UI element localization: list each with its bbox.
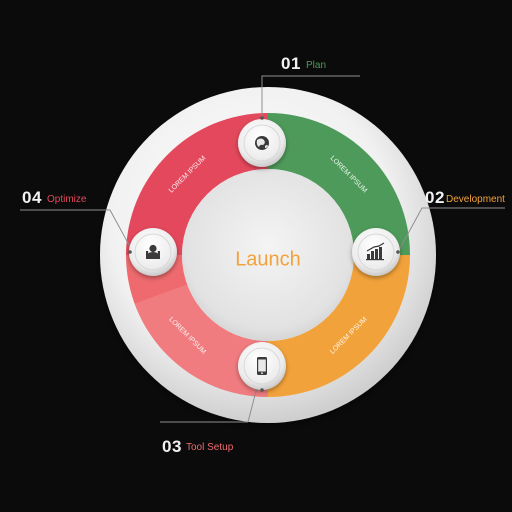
connector-dot <box>128 250 132 254</box>
node-inner-ring-develop <box>357 233 395 271</box>
user-icon <box>146 244 160 259</box>
node-inner-ring-tool <box>243 347 281 385</box>
connector-development <box>397 207 505 253</box>
center-title: Launch <box>235 248 301 270</box>
ring-segment-develop <box>268 255 410 397</box>
step-label-optimize: Optimize <box>47 194 87 205</box>
ring <box>126 113 410 397</box>
ring-highlight <box>134 284 268 397</box>
phone-icon <box>257 357 267 375</box>
step-label-tool-setup: Tool Setup <box>186 442 234 453</box>
node-develop <box>352 228 400 276</box>
step-label-plan: Plan <box>306 60 327 71</box>
ring-segment-optimize <box>126 113 268 255</box>
node-inner-ring-optimize <box>134 233 172 271</box>
step-number-optimize: 04 <box>22 188 42 207</box>
step-number-development: 02 <box>425 188 445 207</box>
step-label-development: Development <box>446 194 505 205</box>
node-optimize <box>129 228 177 276</box>
ring-segment-tool <box>126 255 268 397</box>
connector-dot <box>260 116 264 120</box>
step-number-tool-setup: 03 <box>162 437 182 456</box>
inner-disc <box>182 169 354 341</box>
connector-dot <box>396 250 400 254</box>
node-plan <box>238 119 286 167</box>
step-number-plan: 01 <box>281 54 301 73</box>
connector-dot <box>260 388 264 392</box>
ring-segment-plan <box>268 113 410 255</box>
bar-chart-icon <box>366 242 385 261</box>
connector-optimize <box>20 209 135 255</box>
node-tool <box>238 342 286 390</box>
node-inner-ring-plan <box>243 124 281 162</box>
globe-icon <box>255 136 269 150</box>
